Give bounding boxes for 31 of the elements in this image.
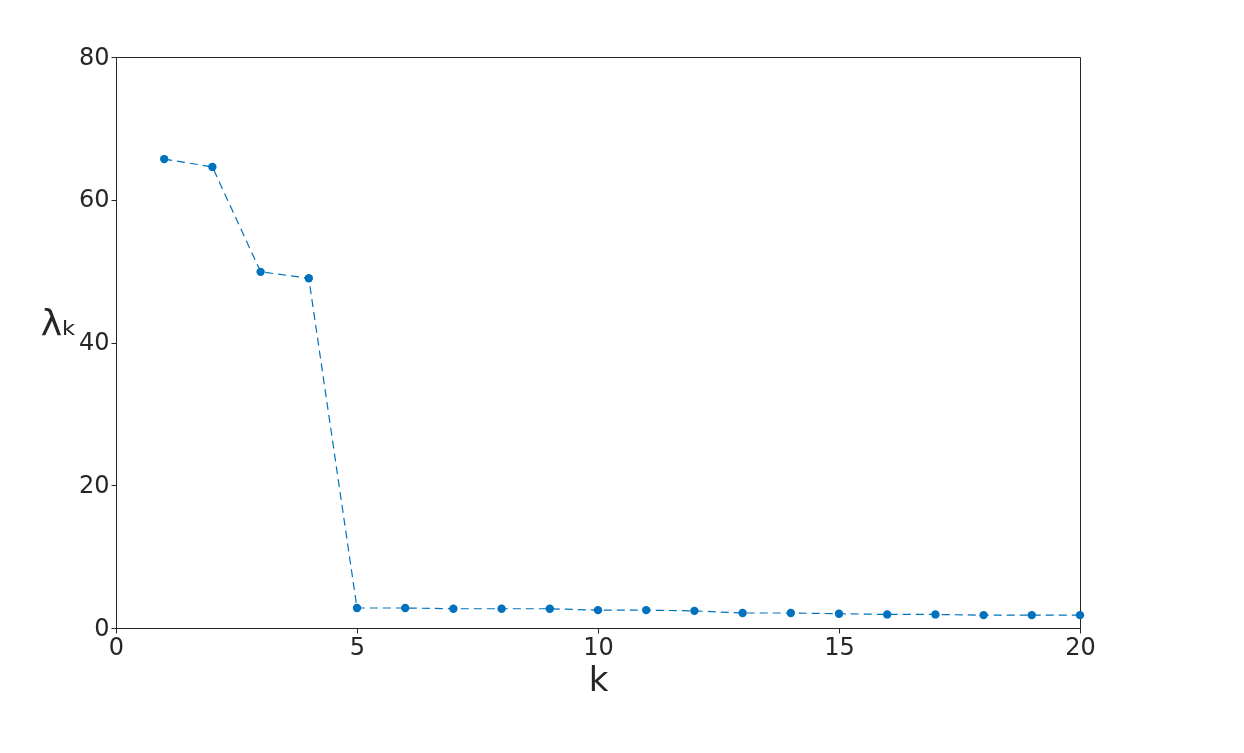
x-tick-label: 15 [824, 632, 855, 661]
point [256, 267, 265, 277]
point [1027, 610, 1036, 620]
point [497, 604, 506, 613]
x-tick-label: 10 [583, 632, 614, 661]
point [642, 605, 651, 615]
y-axis-title: λₖ [40, 302, 78, 343]
point [1075, 610, 1085, 620]
point [931, 610, 940, 619]
point [690, 606, 699, 616]
point [208, 162, 217, 172]
point [738, 608, 747, 618]
point [352, 603, 362, 613]
point [449, 604, 458, 613]
y-tick-label: 0 [94, 613, 110, 642]
y-tick-label: 60 [78, 185, 110, 214]
point [593, 605, 603, 615]
y-tick-label: 20 [78, 470, 110, 499]
point [160, 154, 169, 164]
x-axis-title: k [588, 658, 609, 699]
point [401, 603, 410, 613]
y-tick-label: 80 [78, 42, 110, 71]
point [979, 610, 988, 620]
y-tick-label: 40 [78, 328, 110, 356]
x-tick-label: 20 [1065, 632, 1096, 661]
point [304, 274, 313, 283]
point [883, 610, 892, 619]
point [786, 608, 795, 618]
x-tick-label: 5 [349, 632, 366, 661]
point [545, 604, 554, 613]
point [834, 609, 844, 618]
